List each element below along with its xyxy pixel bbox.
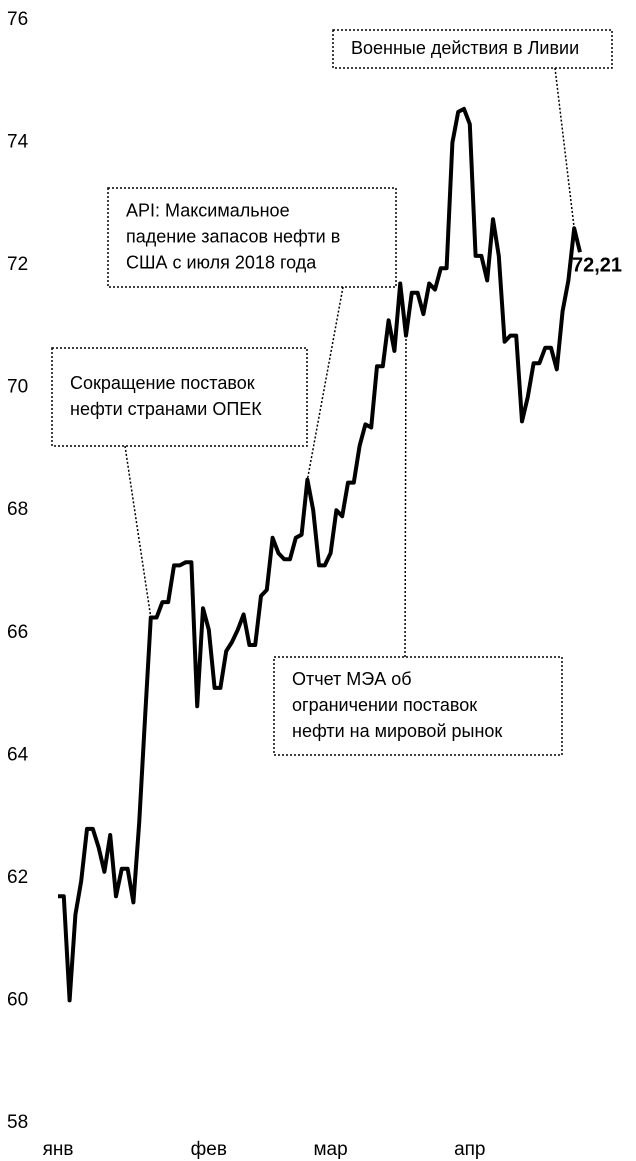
leader-line xyxy=(306,286,344,480)
annotation-text: Сокращение поставок xyxy=(70,373,255,393)
leader-line xyxy=(124,445,152,618)
annotation-box xyxy=(107,187,397,288)
x-tick-label: мар xyxy=(313,1139,347,1160)
annotation-text: падение запасов нефти в xyxy=(126,226,340,246)
annotation-box xyxy=(332,29,613,69)
y-tick-label: 62 xyxy=(7,867,28,888)
y-tick-label: 76 xyxy=(7,9,28,30)
annotation-text: API: Максимальное xyxy=(126,200,290,220)
y-tick-label: 74 xyxy=(7,132,29,153)
annotation-text: ограничении поставок xyxy=(292,695,477,715)
y-tick-label: 68 xyxy=(7,499,28,520)
x-tick-label: фев xyxy=(191,1139,227,1160)
y-tick-label: 58 xyxy=(7,1112,28,1133)
y-tick-label: 64 xyxy=(7,744,29,765)
value-label: 72,21 xyxy=(572,255,622,277)
y-tick-label: 72 xyxy=(7,254,28,275)
annotation-box xyxy=(273,656,563,756)
y-tick-label: 70 xyxy=(7,377,28,398)
x-tick-label: янв xyxy=(43,1139,74,1160)
annotation-text: нефти странами ОПЕК xyxy=(70,399,262,419)
annotation-box xyxy=(51,347,308,447)
y-tick-label: 60 xyxy=(7,989,28,1010)
price-line xyxy=(58,106,582,1003)
annotation-text: нефти на мировой рынок xyxy=(292,721,502,741)
leader-line xyxy=(554,67,575,229)
x-tick-label: апр xyxy=(454,1139,485,1160)
annotation-text: США с июля 2018 года xyxy=(126,252,317,272)
annotation-text: Отчет МЭА об xyxy=(292,669,412,689)
y-tick-label: 66 xyxy=(7,622,28,643)
leader-line xyxy=(404,335,407,658)
annotation-text: Военные действия в Ливии xyxy=(351,38,579,58)
